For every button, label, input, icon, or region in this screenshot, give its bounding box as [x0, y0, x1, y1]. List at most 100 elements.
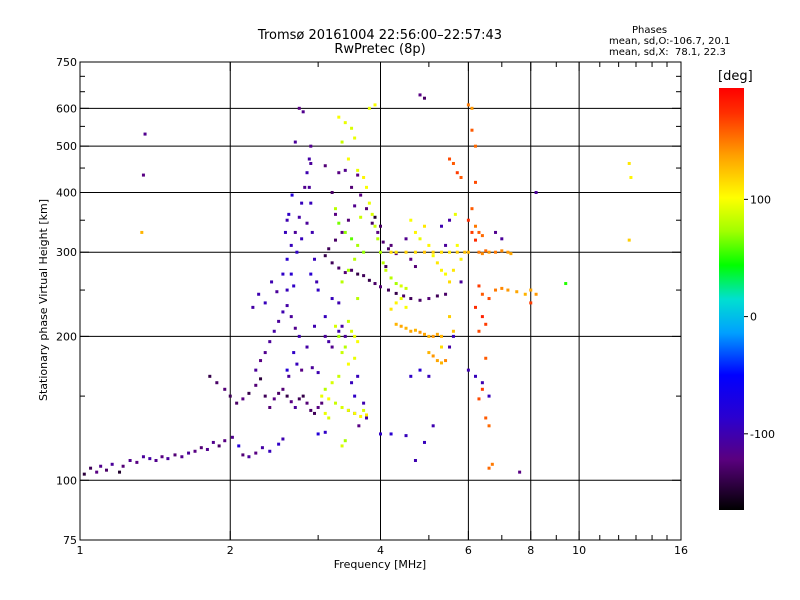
data-point [128, 458, 132, 462]
data-point [431, 334, 435, 338]
data-point [337, 266, 341, 270]
data-point [518, 470, 522, 474]
data-point [409, 374, 413, 378]
x-tick-label: 2 [227, 544, 234, 557]
data-point [277, 319, 281, 323]
data-point [484, 249, 488, 253]
data-point [330, 190, 334, 194]
data-point [346, 268, 350, 272]
data-point [484, 322, 488, 326]
data-point [357, 424, 361, 428]
data-point [217, 444, 221, 448]
data-point [301, 394, 305, 398]
data-point [627, 238, 631, 242]
data-point [340, 140, 344, 144]
data-point [297, 215, 301, 219]
data-point [448, 250, 452, 254]
data-point [300, 201, 304, 205]
data-point [451, 329, 455, 333]
data-point [529, 288, 533, 292]
data-point [309, 161, 313, 165]
data-point [141, 173, 145, 177]
data-point [470, 207, 474, 211]
data-point [263, 301, 267, 305]
data-point [431, 424, 435, 428]
data-point [333, 207, 337, 211]
data-point [409, 329, 413, 333]
data-point [381, 240, 385, 244]
data-point [394, 322, 398, 326]
data-point [305, 221, 309, 225]
data-point [413, 458, 417, 462]
data-point [285, 394, 289, 398]
data-point [365, 413, 369, 417]
data-point [473, 305, 477, 309]
data-point [394, 291, 398, 295]
data-point [404, 326, 408, 330]
data-point [409, 257, 413, 261]
data-point [418, 368, 422, 372]
data-point [337, 334, 341, 338]
data-point [323, 334, 327, 338]
data-point [373, 215, 377, 219]
data-point [379, 432, 382, 436]
data-point [480, 234, 484, 238]
data-point [494, 250, 498, 254]
data-point [330, 345, 334, 349]
data-point [89, 466, 93, 470]
data-point [418, 237, 422, 241]
data-point [367, 106, 371, 110]
data-point [494, 288, 498, 292]
data-point [431, 250, 435, 254]
data-point [297, 334, 301, 338]
data-point [444, 243, 448, 247]
data-point [362, 401, 366, 405]
data-point [373, 103, 377, 107]
data-point [451, 268, 455, 272]
data-point [287, 212, 291, 216]
data-point [135, 460, 139, 464]
data-point [353, 136, 357, 140]
phase-stats-o: mean, sd,O:-106.7, 20.1 [609, 36, 731, 47]
data-point [386, 247, 390, 251]
y-tick-label: 75 [63, 534, 77, 547]
data-point [356, 173, 360, 177]
data-point [340, 405, 344, 409]
data-point [362, 250, 366, 254]
data-point [285, 218, 289, 222]
data-point [353, 356, 357, 360]
data-point [440, 268, 444, 272]
data-point [422, 250, 426, 254]
data-point [333, 401, 337, 405]
data-point [404, 305, 408, 309]
data-point [487, 297, 491, 301]
data-point [399, 284, 403, 288]
data-point [427, 351, 431, 355]
data-point [303, 185, 307, 189]
x-axis-label: Frequency [MHz] [334, 558, 426, 571]
data-point [422, 440, 426, 444]
data-point [435, 332, 439, 336]
data-point [523, 292, 527, 296]
data-point [477, 329, 481, 333]
data-point [330, 297, 334, 301]
x-tick-label: 4 [377, 544, 384, 557]
data-point [418, 93, 422, 97]
data-point [340, 444, 344, 448]
phases-header: Phases [632, 25, 668, 36]
data-point [320, 401, 324, 405]
data-point [289, 400, 293, 404]
data-point [506, 288, 510, 292]
data-point [289, 315, 293, 319]
data-point [350, 185, 354, 189]
x-tick-label: 10 [572, 544, 586, 557]
data-point [268, 405, 272, 409]
data-point [473, 374, 477, 378]
data-point [268, 340, 272, 344]
data-point [353, 411, 357, 415]
data-point [350, 329, 354, 333]
data-point [323, 387, 327, 391]
data-point [247, 391, 251, 395]
data-point [459, 175, 463, 179]
